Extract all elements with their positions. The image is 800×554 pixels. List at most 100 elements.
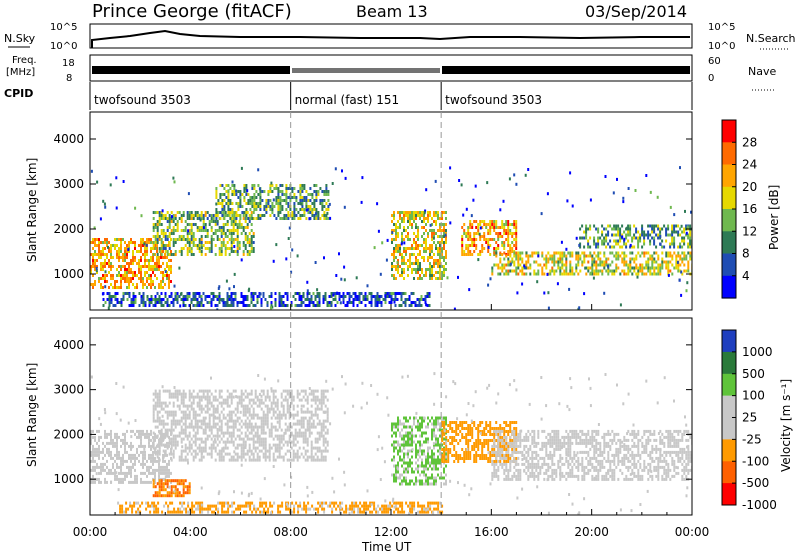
echo-cell [126,450,128,454]
echo-cell [622,196,625,200]
echo-cell [643,242,646,246]
echo-cell [170,458,173,462]
echo-cell [260,301,263,304]
echo-cell [170,440,173,444]
echo-cell [138,277,140,280]
echo-cell [160,440,163,444]
echo-cell [509,244,512,247]
echo-cell [226,398,229,402]
echo-cell [424,295,427,298]
echo-cell [184,455,187,459]
echo-cell [233,285,235,289]
echo-cell [178,491,181,495]
echo-cell [539,263,542,267]
echo-cell [328,295,331,298]
nsky-tick-top: 10^5 [50,22,77,33]
echo-cell [198,419,201,423]
echo-cell [158,491,161,495]
echo-cell [146,459,148,463]
echo-cell [615,239,618,243]
echo-cell [366,295,369,298]
echo-cell [255,510,258,514]
echo-cell [198,247,201,250]
echo-cell [225,202,228,205]
echo-cell [218,292,221,295]
echo-cell [673,236,676,240]
echo-cell [681,230,684,234]
echo-cell [318,407,321,411]
echo-cell [282,410,285,414]
echo-cell [198,214,201,217]
echo-cell [182,404,185,408]
echo-cell [247,193,250,196]
echo-cell [561,257,564,261]
echo-cell [603,236,606,240]
echo-cell [231,501,234,505]
echo-cell [647,233,650,237]
echo-cell [252,443,255,447]
echo-cell [180,214,183,217]
echo-cell [457,275,459,279]
echo-cell [690,210,692,214]
echo-cell [549,272,552,276]
echo-cell [272,458,275,462]
echo-cell [152,217,155,220]
echo-cell [437,247,439,250]
echo-cell [171,215,173,219]
echo-cell [162,471,164,475]
echo-cell [545,257,548,261]
echo-cell [240,458,243,462]
echo-cell [400,292,403,295]
echo-cell [200,238,203,241]
echo-cell [122,432,124,436]
echo-cell [192,425,195,429]
echo-cell [647,269,650,273]
echo-cell [265,211,268,214]
echo-cell [150,256,152,259]
echo-cell [250,428,253,432]
echo-cell [154,265,156,268]
echo-cell [96,244,98,247]
echo-cell [102,268,104,271]
echo-cell [302,410,305,414]
echo-cell [360,292,363,295]
echo-cell [306,298,309,301]
echo-cell [172,232,175,235]
echo-cell [675,254,678,258]
echo-cell [318,437,321,441]
echo-cell [605,245,608,249]
echo-cell [507,229,510,232]
echo-cell [263,208,266,211]
echo-cell [681,245,684,249]
echo-cell [509,229,512,232]
echo-cell [319,202,322,205]
echo-cell [590,271,592,275]
echo-cell [302,395,305,399]
echo-cell [206,410,209,414]
echo-cell [495,232,498,235]
echo-cell [102,462,104,466]
echo-cell [615,263,618,267]
echo-cell [240,452,243,456]
echo-cell [240,292,243,295]
echo-cell [255,507,258,511]
echo-cell [116,450,118,454]
echo-cell [417,262,419,265]
echo-cell [228,214,231,217]
echo-cell [565,266,568,270]
echo-cell [417,214,419,217]
echo-cell [98,429,100,433]
echo-cell [116,253,118,256]
echo-cell [497,232,500,235]
echo-cell [218,449,221,453]
echo-cell [272,392,275,396]
echo-cell [603,260,606,264]
echo-cell [152,256,154,259]
echo-cell [257,214,260,217]
echo-cell [164,443,167,447]
echo-cell [206,295,209,298]
echo-cell [289,187,292,190]
echo-cell [122,456,124,460]
echo-cell [505,238,508,241]
echo-cell [168,474,170,478]
